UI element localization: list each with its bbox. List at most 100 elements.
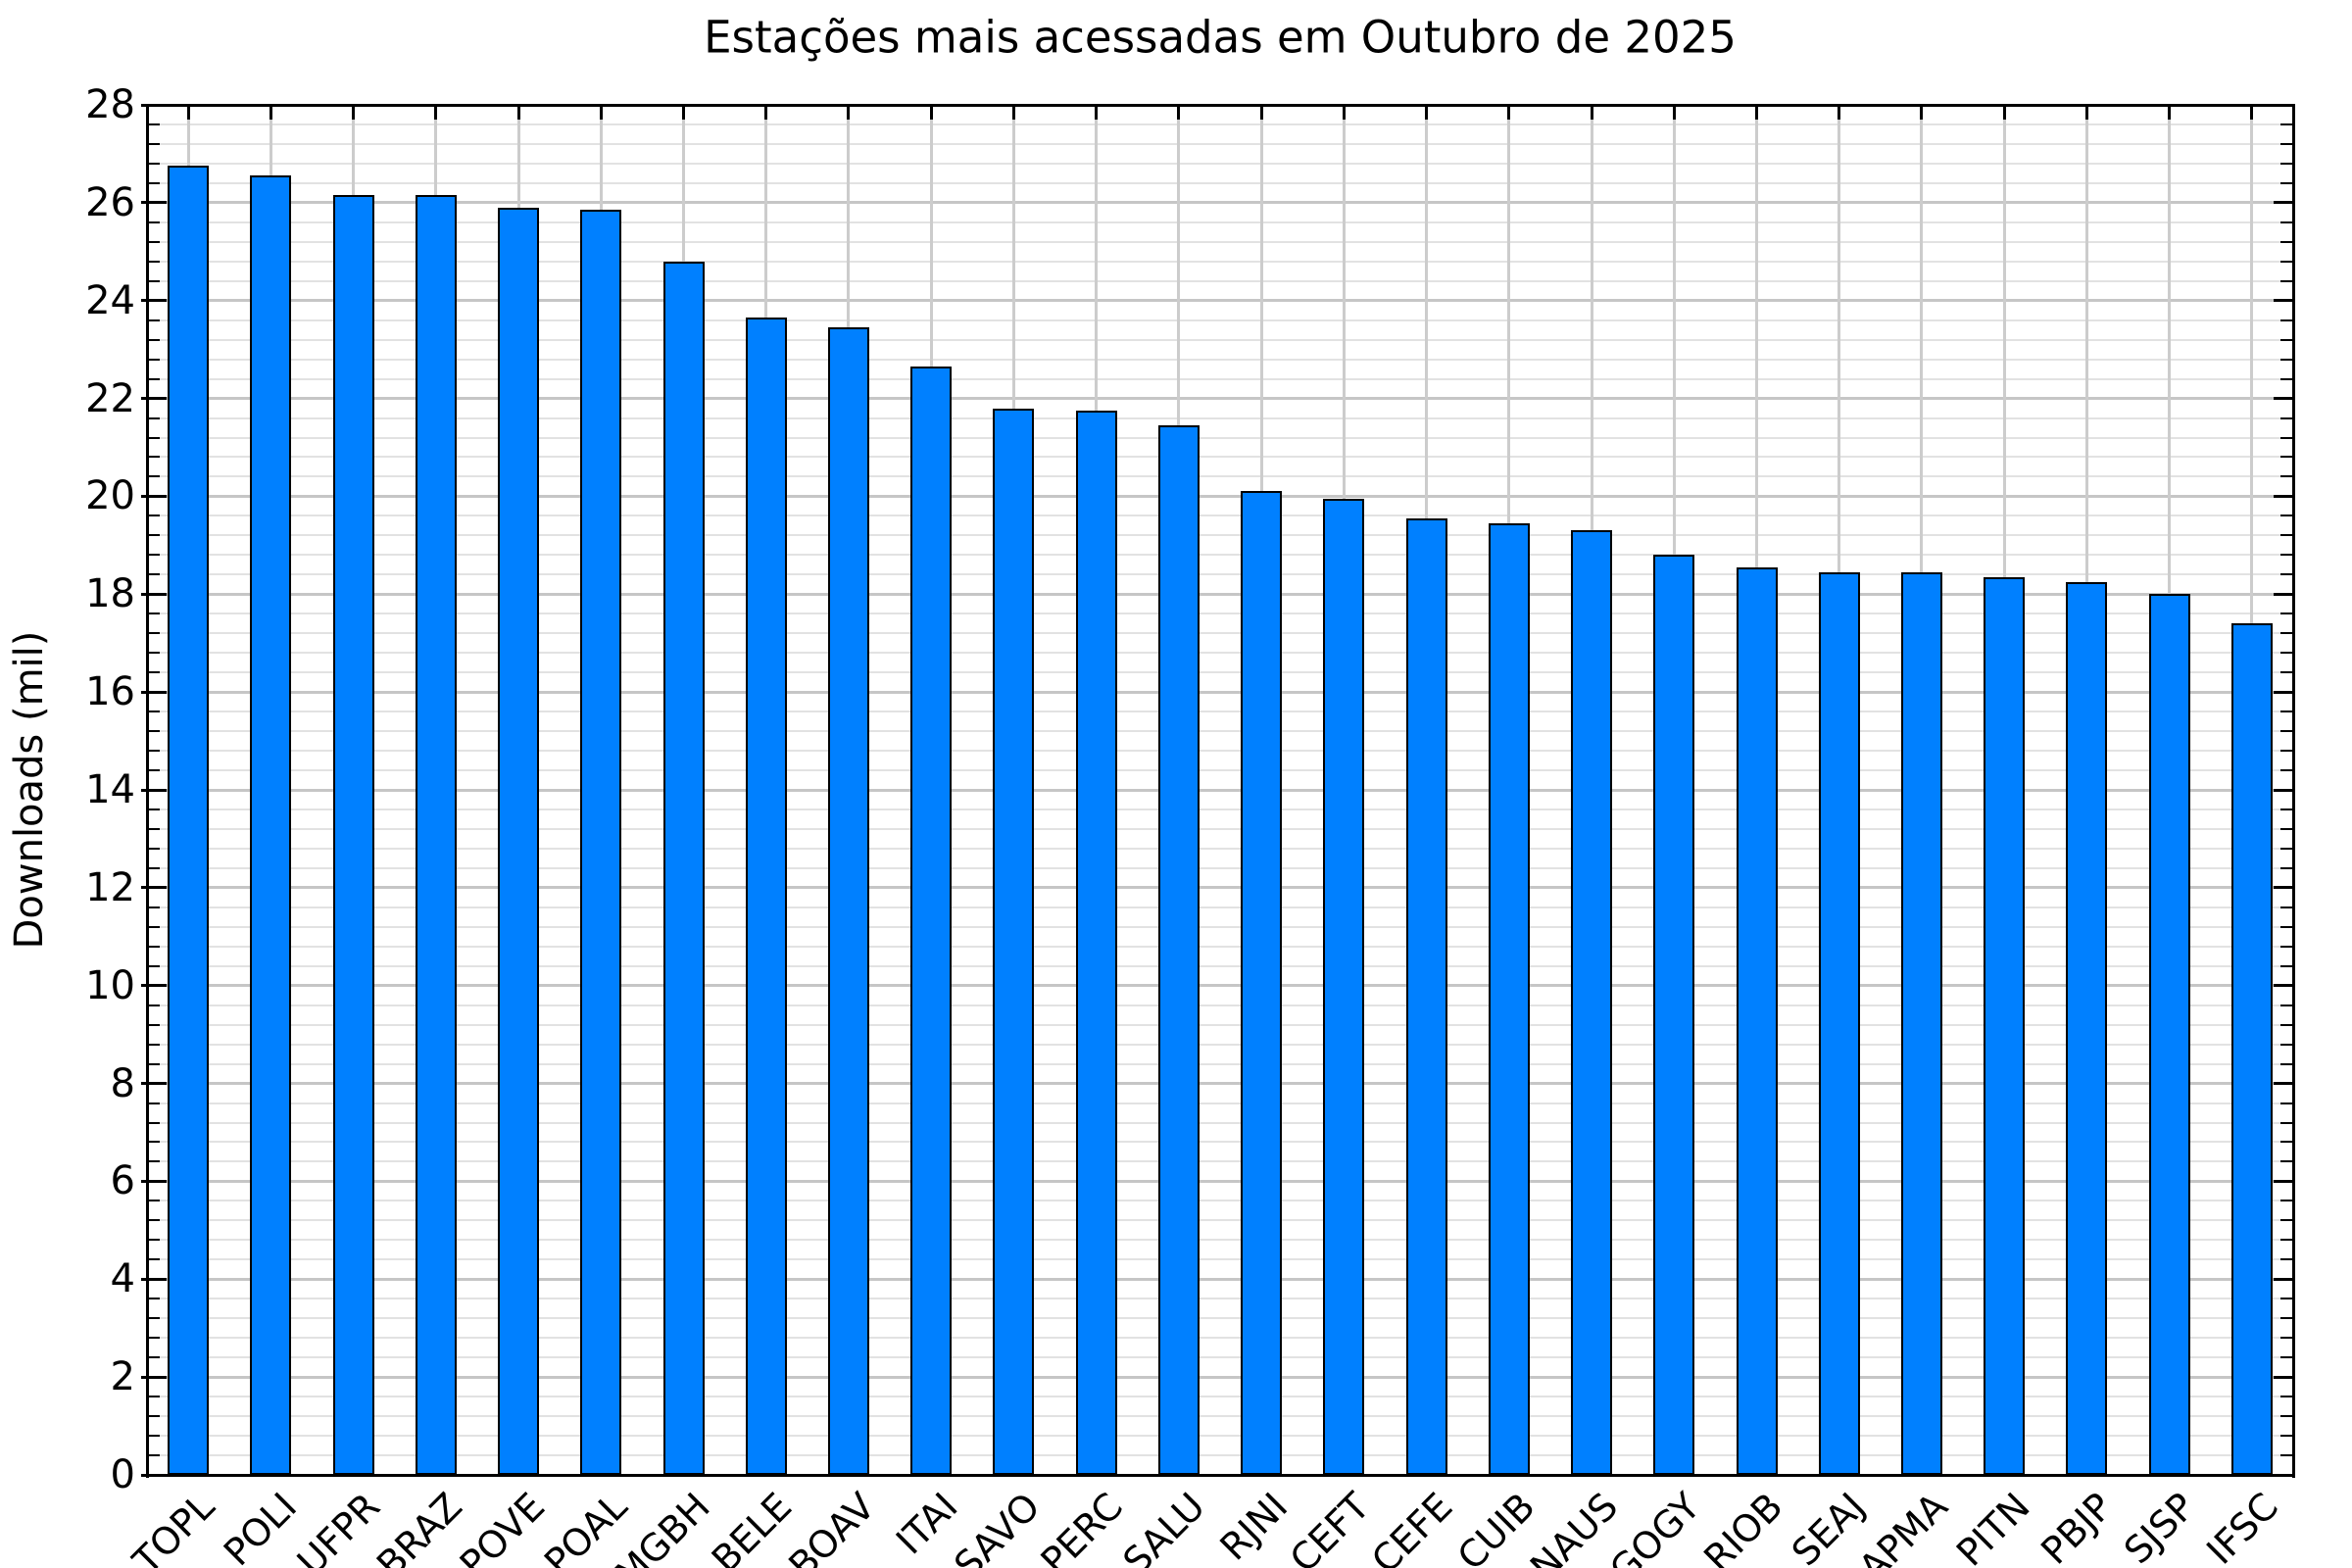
x-tick-label: IFSC: [2198, 1484, 2286, 1568]
y-major-tick: [141, 1179, 167, 1183]
minor-gridline: [147, 925, 2293, 928]
y-minor-tick: [147, 730, 160, 733]
x-top-tick: [682, 105, 685, 120]
x-top-tick: [2168, 105, 2172, 120]
y-minor-tick: [147, 1337, 160, 1340]
x-tick-label: BOAV: [780, 1484, 883, 1568]
y-major-tick: [141, 1277, 167, 1281]
y-minor-tick: [147, 1160, 160, 1163]
y-tick-label: 22: [85, 375, 135, 421]
y-minor-tick: [147, 945, 160, 948]
axis-right: [2291, 105, 2295, 1478]
minor-gridline: [147, 1102, 2293, 1104]
y-major-tick: [141, 592, 167, 596]
y-major-tick: [141, 984, 167, 988]
minor-gridline: [147, 1004, 2293, 1006]
y-minor-tick: [147, 1200, 160, 1202]
minor-gridline: [147, 945, 2293, 948]
minor-gridline: [147, 1435, 2293, 1438]
x-top-tick: [1590, 105, 1593, 120]
y-minor-tick: [2280, 1239, 2293, 1242]
y-major-tick: [2274, 103, 2293, 107]
x-top-tick: [186, 105, 190, 120]
y-minor-tick: [2280, 1004, 2293, 1006]
bar-SJSP: [2148, 594, 2190, 1475]
y-minor-tick: [2280, 318, 2293, 321]
minor-gridline: [147, 416, 2293, 419]
minor-gridline: [147, 1121, 2293, 1124]
y-minor-tick: [2280, 1356, 2293, 1359]
minor-gridline: [147, 750, 2293, 753]
minor-gridline: [147, 1043, 2293, 1046]
x-top-tick: [516, 105, 520, 120]
x-top-tick: [1177, 105, 1181, 120]
x-tick-label: MGBH: [606, 1484, 718, 1568]
y-minor-tick: [2280, 554, 2293, 557]
minor-gridline: [147, 338, 2293, 341]
y-minor-tick: [147, 1298, 160, 1300]
minor-gridline: [147, 573, 2293, 576]
minor-gridline: [147, 240, 2293, 243]
x-top-tick: [269, 105, 272, 120]
y-minor-tick: [2280, 240, 2293, 243]
y-minor-tick: [147, 338, 160, 341]
minor-gridline: [147, 1062, 2293, 1065]
y-major-tick: [2274, 1179, 2293, 1183]
minor-gridline: [147, 1141, 2293, 1144]
y-minor-tick: [2280, 573, 2293, 576]
y-minor-tick: [2280, 1200, 2293, 1202]
y-major-tick: [141, 103, 167, 107]
bar-PBJP: [2066, 581, 2108, 1475]
y-minor-tick: [147, 181, 160, 184]
x-tick-label: CEFT: [1282, 1484, 1379, 1568]
y-minor-tick: [147, 260, 160, 263]
x-tick-label: CEFE: [1363, 1484, 1461, 1568]
minor-gridline: [147, 554, 2293, 557]
y-minor-tick: [147, 1121, 160, 1124]
x-tick-label: SAVO: [946, 1484, 1049, 1568]
y-minor-tick: [147, 456, 160, 459]
y-minor-tick: [147, 475, 160, 478]
y-minor-tick: [147, 358, 160, 361]
minor-gridline: [147, 1356, 2293, 1359]
y-major-tick: [2274, 1082, 2293, 1086]
y-minor-tick: [2280, 847, 2293, 850]
x-top-tick: [1095, 105, 1099, 120]
bar-APMA: [1900, 571, 1942, 1475]
y-major-tick: [141, 690, 167, 694]
minor-gridline: [147, 1454, 2293, 1457]
x-top-tick: [599, 105, 603, 120]
y-minor-tick: [147, 573, 160, 576]
bar-RIOB: [1736, 566, 1778, 1475]
y-minor-tick: [2280, 1415, 2293, 1418]
x-top-tick: [1838, 105, 1841, 120]
x-tick-label: PBJP: [2033, 1484, 2122, 1568]
minor-gridline: [147, 866, 2293, 869]
x-top-tick: [2084, 105, 2088, 120]
minor-gridline: [147, 1239, 2293, 1242]
y-minor-tick: [147, 769, 160, 772]
y-minor-tick: [2280, 1102, 2293, 1104]
major-gridline: [147, 201, 2293, 205]
minor-gridline: [147, 964, 2293, 967]
y-minor-tick: [2280, 1023, 2293, 1026]
bar-BRAZ: [415, 195, 457, 1475]
y-major-tick: [141, 397, 167, 401]
bar-PITN: [1984, 576, 2026, 1475]
bar-RJNI: [1241, 491, 1283, 1475]
y-minor-tick: [2280, 1043, 2293, 1046]
x-top-tick: [352, 105, 356, 120]
y-minor-tick: [147, 279, 160, 282]
x-top-tick: [1755, 105, 1758, 120]
y-major-tick: [2274, 690, 2293, 694]
y-minor-tick: [147, 1317, 160, 1320]
x-top-tick: [1425, 105, 1429, 120]
y-minor-tick: [147, 827, 160, 830]
y-tick-label: 12: [85, 864, 135, 910]
bar-SAVO: [993, 408, 1035, 1475]
minor-gridline: [147, 122, 2293, 125]
y-minor-tick: [147, 436, 160, 439]
minor-gridline: [147, 142, 2293, 145]
y-minor-tick: [147, 847, 160, 850]
